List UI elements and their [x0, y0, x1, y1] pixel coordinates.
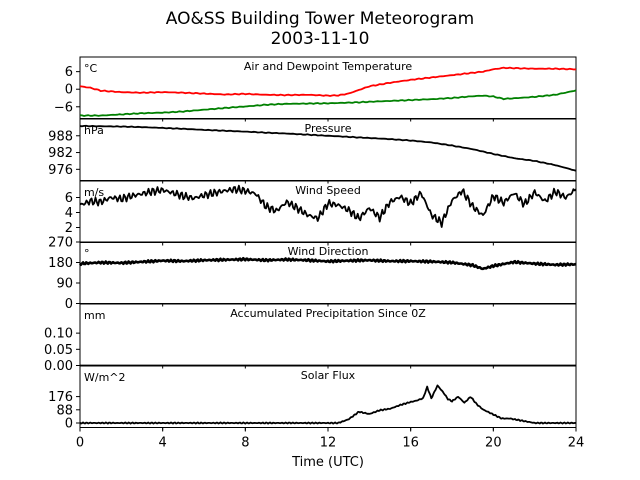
panel-title: Solar Flux: [301, 369, 356, 382]
panel-unit-label: °C: [84, 62, 98, 75]
y-tick-label: 180: [48, 256, 73, 271]
panel-precipitation: 0.100.050.00 Accumulated Precipitation Si…: [44, 303, 577, 374]
series-air-temperature: [79, 66, 577, 97]
y-tick-label: −6: [54, 100, 73, 115]
panel-unit-label: mm: [84, 309, 105, 322]
x-tick-label: 24: [568, 436, 585, 451]
x-tick-label: 8: [241, 436, 249, 451]
panel-wind_direction: 270 180 90 0 Wind Direction °: [48, 236, 577, 312]
figure-subtitle: 2003-11-10: [271, 29, 370, 49]
y-tick-label: 0: [65, 297, 73, 312]
y-tick-label: 6: [65, 65, 73, 80]
y-tick-label: 0: [65, 417, 73, 432]
panels-group: 6 0 −6 Air and Dewpoint Temperature °C 988 982…: [44, 56, 577, 432]
x-tick-label: 0: [76, 436, 84, 451]
y-tick-label: 0.00: [44, 359, 73, 374]
x-axis-label: Time (UTC): [291, 455, 364, 470]
panel-pressure: 988 982 976 Pressure hPa: [48, 118, 577, 184]
panel-title: Wind Direction: [288, 245, 369, 258]
series-solar-flux: [79, 384, 577, 425]
y-tick-label: 270: [48, 236, 73, 251]
series-pressure: [79, 124, 577, 172]
x-tick-label: 4: [159, 436, 167, 451]
series-wind-direction: [78, 256, 577, 271]
panel-title: Air and Dewpoint Temperature: [244, 60, 412, 73]
panel-title: Accumulated Precipitation Since 0Z: [230, 307, 426, 320]
y-tick-label: 988: [48, 129, 73, 144]
figure-title: AO&SS Building Tower Meteorogram: [166, 9, 474, 29]
series-dewpoint: [79, 89, 577, 117]
x-tick-label: 12: [320, 436, 337, 451]
panel-unit-label: °: [84, 247, 90, 260]
panel-wind_speed: 642 Wind Speed m/s: [65, 180, 577, 246]
y-tick-label: 90: [56, 277, 73, 292]
series-wind-speed: [79, 184, 577, 228]
panel-temperature: 6 0 −6 Air and Dewpoint Temperature °C: [54, 56, 577, 122]
y-tick-label: 88: [56, 403, 73, 418]
x-tick-label: 20: [485, 436, 502, 451]
y-tick-label: 2: [65, 221, 73, 236]
y-tick-label: 976: [48, 163, 73, 178]
panel-title: Pressure: [305, 122, 352, 135]
y-tick-label: 4: [65, 206, 73, 221]
y-tick-label: 0: [65, 83, 73, 98]
y-tick-label: 0.05: [44, 343, 73, 358]
x-tick-label: 16: [402, 436, 419, 451]
y-tick-label: 6: [65, 191, 73, 206]
panel-unit-label: W/m^2: [84, 371, 126, 384]
panel-unit-label: m/s: [84, 186, 104, 199]
y-tick-label: 0.10: [44, 327, 73, 342]
x-axis: 0 4 8 12 16 20 24: [76, 427, 585, 451]
y-tick-label: 982: [48, 146, 73, 161]
panel-title: Wind Speed: [295, 184, 361, 197]
panel-unit-label: hPa: [84, 124, 104, 137]
y-tick-label: 176: [48, 390, 73, 405]
